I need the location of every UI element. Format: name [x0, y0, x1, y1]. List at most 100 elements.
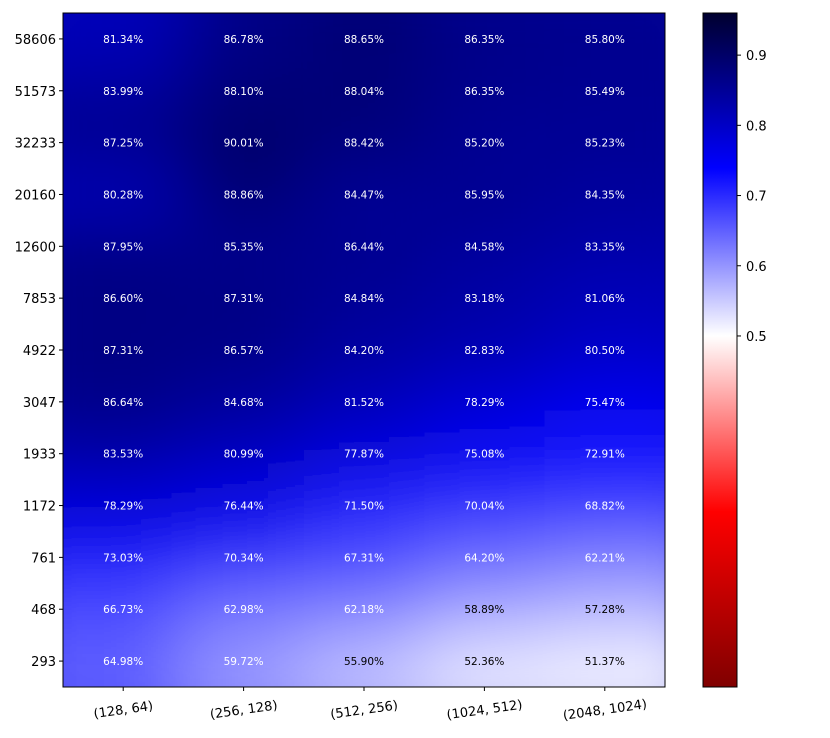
heatmap-cell: [303, 531, 425, 584]
cell-value-label: 86.60%: [103, 293, 143, 305]
cell-value-label: 87.31%: [103, 345, 143, 357]
cell-value-label: 86.44%: [344, 241, 384, 253]
y-tick-label: 4922: [23, 344, 56, 359]
heatmap-cell: [183, 375, 305, 429]
heatmap-cell: [183, 583, 305, 636]
cell-value-label: 64.98%: [103, 656, 143, 668]
x-tick-label: (128, 64): [93, 699, 154, 722]
cell-value-label: 83.18%: [464, 293, 504, 305]
heatmap-cell: [303, 13, 425, 66]
cell-value-label: 59.72%: [224, 656, 264, 668]
heatmap-cell: [303, 324, 425, 377]
heatmap-cell: [183, 531, 305, 584]
cell-value-label: 83.99%: [103, 86, 143, 98]
y-tick-label: 32233: [15, 137, 56, 152]
cell-value-label: 72.91%: [585, 449, 625, 461]
heatmap-cell: [424, 531, 546, 584]
heatmap-cell: [63, 583, 184, 636]
heatmap-cell: [63, 427, 184, 481]
heatmap-cell: [183, 116, 305, 170]
y-tick-label: 51573: [15, 85, 56, 100]
cell-value-label: 58.89%: [464, 604, 504, 616]
heatmap-cell: [544, 531, 665, 584]
cell-value-label: 51.37%: [585, 656, 625, 668]
heatmap-cell: [303, 427, 425, 481]
y-tick-label: 58606: [15, 33, 56, 48]
y-tick-label: 1933: [23, 448, 56, 463]
cell-value-label: 77.87%: [344, 449, 384, 461]
heatmap-cell: [183, 272, 305, 325]
heatmap-cell: [63, 375, 184, 429]
heatmap-cell: [424, 64, 546, 118]
colorbar-tick-label: 0.9: [746, 49, 767, 64]
cell-value-label: 67.31%: [344, 552, 384, 564]
cell-value-label: 73.03%: [103, 552, 143, 564]
y-tick-label: 3047: [23, 396, 56, 411]
heatmap-cell: [63, 168, 184, 221]
cell-value-label: 86.57%: [224, 345, 264, 357]
heatmap-cell: [424, 479, 546, 532]
y-tick-label: 12600: [15, 240, 56, 255]
colorbar: 0.5 0.6 0.7 0.8 0.9: [702, 12, 767, 688]
cell-value-label: 80.28%: [103, 189, 143, 201]
cell-value-label: 82.83%: [464, 345, 504, 357]
heatmap-cell: [183, 168, 305, 221]
heatmap-cell: [303, 272, 425, 325]
colorbar-tick-label: 0.8: [746, 119, 767, 134]
heatmap-cell: [544, 583, 665, 636]
cell-value-label: 84.68%: [224, 397, 264, 409]
heatmap-cell: [424, 427, 546, 481]
cell-value-label: 88.42%: [344, 138, 384, 150]
x-tick-label: (1024, 512): [446, 698, 524, 723]
cell-value-label: 75.47%: [585, 397, 625, 409]
heatmap-cell: [544, 168, 665, 221]
heatmap-cell: [424, 324, 546, 377]
heatmap-cell: [303, 583, 425, 636]
cell-value-label: 80.99%: [224, 449, 264, 461]
y-tick-label: 7853: [23, 292, 56, 307]
heatmap-cell: [424, 583, 546, 636]
heatmap-cell: [544, 479, 665, 532]
cell-value-label: 85.80%: [585, 34, 625, 46]
cell-value-label: 85.20%: [464, 138, 504, 150]
heatmap-cell: [544, 375, 665, 429]
heatmap-cell: [303, 220, 425, 273]
heatmap-cell: [424, 375, 546, 429]
cell-value-label: 83.53%: [103, 449, 143, 461]
heatmap-cell: [63, 531, 184, 584]
y-tick-label: 468: [31, 603, 56, 618]
heatmap-cell: [303, 64, 425, 118]
heatmap-cell: [183, 479, 305, 532]
cell-value-labels: 81.34% 86.78% 88.65% 86.35% 85.80% 83.99% 88.1…: [103, 34, 625, 668]
y-tick-label: 20160: [15, 188, 56, 203]
cell-value-label: 90.01%: [224, 138, 264, 150]
cell-value-label: 86.35%: [464, 86, 504, 98]
cell-value-label: 88.10%: [224, 86, 264, 98]
colorbar-gradient: [702, 12, 738, 688]
heatmap-cell: [424, 168, 546, 221]
cell-value-label: 70.34%: [224, 552, 264, 564]
cell-value-label: 81.34%: [103, 34, 143, 46]
heatmap-cell: [63, 116, 184, 170]
heatmap-cell: [63, 479, 184, 532]
heatmap-cell: [424, 13, 546, 66]
x-tick-label: (2048, 1024): [562, 697, 648, 724]
cell-value-label: 85.35%: [224, 241, 264, 253]
cell-value-label: 88.65%: [344, 34, 384, 46]
cell-value-label: 81.52%: [344, 397, 384, 409]
cell-value-label: 86.35%: [464, 34, 504, 46]
cell-value-label: 85.23%: [585, 138, 625, 150]
x-tick-label: (512, 256): [329, 698, 398, 722]
cell-value-label: 81.06%: [585, 293, 625, 305]
cell-value-label: 78.29%: [464, 397, 504, 409]
cell-value-label: 86.64%: [103, 397, 143, 409]
cell-value-label: 66.73%: [103, 604, 143, 616]
heatmap-cell: [63, 64, 184, 118]
cell-value-label: 84.35%: [585, 189, 625, 201]
heatmap-cell: [303, 168, 425, 221]
cell-value-label: 80.50%: [585, 345, 625, 357]
x-tick-label: (256, 128): [209, 698, 278, 722]
y-tick-label: 1172: [23, 500, 56, 515]
heatmap-cell: [544, 324, 665, 377]
